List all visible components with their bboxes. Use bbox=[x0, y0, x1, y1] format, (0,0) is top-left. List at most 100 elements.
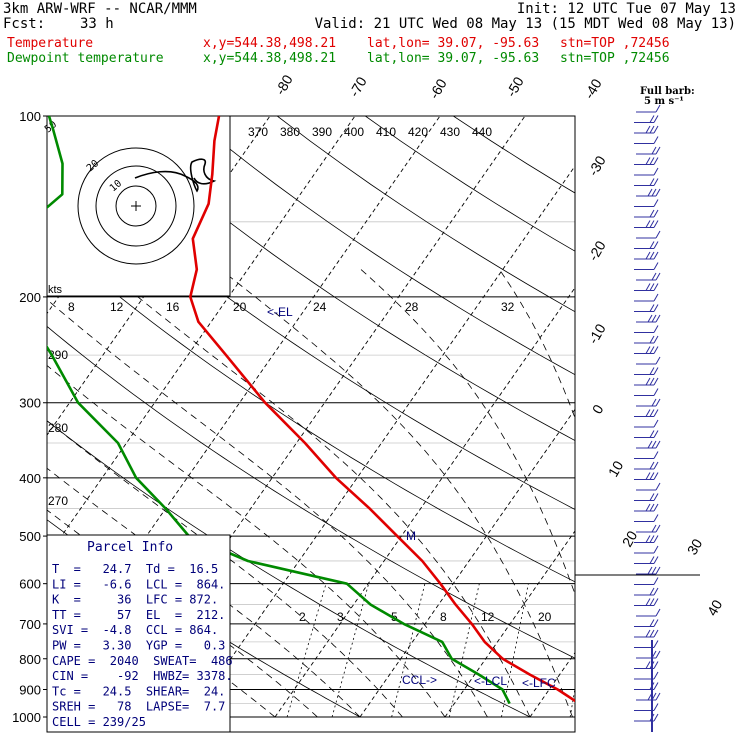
wind-barb-flag bbox=[649, 335, 655, 344]
pressure-label: 600 bbox=[19, 577, 41, 592]
wind-barb-flag bbox=[653, 587, 659, 596]
mixing-ratio-label: 8 bbox=[440, 610, 447, 624]
dry-adiabat bbox=[453, 116, 575, 194]
parcel-row: TT = 57 EL = 212. bbox=[52, 608, 225, 622]
wind-barb-flag bbox=[653, 262, 659, 270]
hodo-speed-label: 12 bbox=[110, 300, 124, 314]
wind-barb-flag bbox=[649, 535, 655, 543]
wind-barb-flag bbox=[655, 188, 661, 197]
wind-barb-flag bbox=[649, 367, 655, 375]
dry-adiabat bbox=[100, 116, 575, 441]
wind-barb-flag bbox=[649, 556, 655, 564]
forecast-hour: 33 h bbox=[80, 16, 114, 32]
isotherm-label: -50 bbox=[503, 74, 527, 100]
isotherm-label: 30 bbox=[684, 536, 706, 558]
wind-barb-flag bbox=[653, 241, 659, 249]
wind-barb-flag bbox=[649, 115, 655, 123]
wind-barb-flag bbox=[651, 314, 657, 323]
legend-dewpoint-latlon: lat,lon= 39.07, -95.63 bbox=[367, 51, 540, 66]
isotherm-label: -20 bbox=[585, 238, 609, 264]
wind-barb-flag bbox=[649, 461, 655, 470]
legend-temperature-latlon: lat,lon= 39.07, -95.63 bbox=[367, 36, 540, 51]
wind-barb-flag bbox=[655, 440, 661, 449]
wind-barb-flag bbox=[649, 409, 655, 417]
theta-label: 400 bbox=[344, 125, 364, 139]
wind-barb-flag bbox=[645, 661, 651, 669]
wind-barb-flag bbox=[649, 304, 655, 312]
wind-barb-flag bbox=[647, 188, 653, 197]
wind-barb-flag bbox=[653, 703, 659, 711]
wind-barb-flag bbox=[653, 461, 659, 470]
dry-adiabat bbox=[47, 148, 575, 510]
lcl-marker: <-LCL bbox=[474, 674, 507, 688]
isotherm-line bbox=[274, 286, 575, 718]
pressure-label: 800 bbox=[19, 652, 41, 667]
wind-barb-flag bbox=[649, 619, 655, 627]
isotherm-label: -40 bbox=[581, 76, 605, 102]
wind-barb-flag bbox=[649, 178, 655, 186]
theta-label: 440 bbox=[472, 125, 492, 139]
wind-barb-flag bbox=[645, 346, 651, 354]
wind-barb-flag bbox=[653, 430, 659, 438]
wind-barb-flag bbox=[651, 272, 657, 281]
pressure-label: 700 bbox=[19, 617, 41, 632]
theta-label: 370 bbox=[248, 125, 268, 139]
init-time: Init: 12 UTC Tue 07 May 13 bbox=[516, 1, 736, 17]
wind-barb-flag bbox=[653, 472, 659, 480]
moist-adiabat bbox=[47, 298, 488, 718]
wind-barb-flag bbox=[655, 356, 661, 365]
mixing-ratio-label: 12 bbox=[481, 610, 495, 624]
hodo-speed-label: 32 bbox=[501, 300, 515, 314]
wind-barb-flag bbox=[653, 377, 659, 386]
wind-barbs bbox=[634, 104, 661, 732]
wind-barb-flag bbox=[653, 199, 659, 207]
wind-barb-flag bbox=[645, 377, 651, 386]
hodo-speed-label: 20 bbox=[233, 300, 247, 314]
wind-barb-flag bbox=[653, 388, 659, 396]
wind-barb-flag bbox=[653, 178, 659, 186]
hodo-speed-label: 16 bbox=[166, 300, 180, 314]
level-markers: <-EL <-LCL <-LFC CCL-> M bbox=[267, 305, 556, 690]
wind-barb-flag bbox=[649, 629, 655, 638]
wind-barb-flag bbox=[651, 398, 657, 407]
wind-barb-flag bbox=[645, 251, 651, 260]
wind-barb-flag bbox=[645, 283, 651, 291]
wind-barb-flag bbox=[653, 367, 659, 375]
theta-label: 410 bbox=[376, 125, 396, 139]
plot-frame bbox=[46, 115, 700, 733]
isotherm-label: 20 bbox=[619, 528, 641, 550]
pressure-label: 200 bbox=[19, 290, 41, 305]
parcel-title: Parcel Info bbox=[87, 540, 173, 555]
wind-barb-flag bbox=[649, 493, 655, 501]
wind-barb-flag bbox=[653, 629, 659, 638]
wind-barb-flag bbox=[649, 377, 655, 386]
wind-barb-flag bbox=[655, 524, 661, 533]
wind-barb-flag bbox=[655, 314, 661, 323]
barb-key-unit: 5 m s⁻¹ bbox=[644, 96, 684, 107]
freezing-level-marker: M bbox=[406, 529, 416, 543]
wind-barb-flag bbox=[653, 125, 659, 134]
hodo-speed-label: 24 bbox=[313, 300, 327, 314]
wind-barb-flag bbox=[651, 146, 657, 155]
mixing-ratio-line bbox=[569, 686, 575, 718]
wind-barb-flag bbox=[649, 430, 655, 438]
isotherm-label: -10 bbox=[585, 321, 609, 347]
moist-adiabat bbox=[104, 269, 531, 718]
isotherm-label: -60 bbox=[426, 76, 450, 102]
wind-barb-flag bbox=[653, 577, 659, 585]
wind-barb-flag bbox=[649, 209, 655, 218]
wind-barb-flag bbox=[653, 493, 659, 501]
mixing-ratio-line bbox=[286, 583, 327, 718]
wind-barb-flag bbox=[655, 692, 661, 701]
moist-adiabat bbox=[220, 269, 573, 718]
isotherm-label: 10 bbox=[605, 458, 627, 480]
wind-barb-flag bbox=[653, 514, 659, 522]
wind-barb-flag bbox=[645, 503, 651, 512]
parcel-row: PW = 3.30 YGP = 0.3 bbox=[52, 639, 225, 653]
dry-adiabat bbox=[188, 116, 575, 376]
model-title: 3km ARW-WRF -- NCAR/MMM bbox=[3, 1, 197, 17]
isotherm-line bbox=[700, 116, 740, 717]
legend-temperature: Temperature bbox=[7, 36, 94, 51]
wind-barb-flag bbox=[645, 535, 651, 543]
